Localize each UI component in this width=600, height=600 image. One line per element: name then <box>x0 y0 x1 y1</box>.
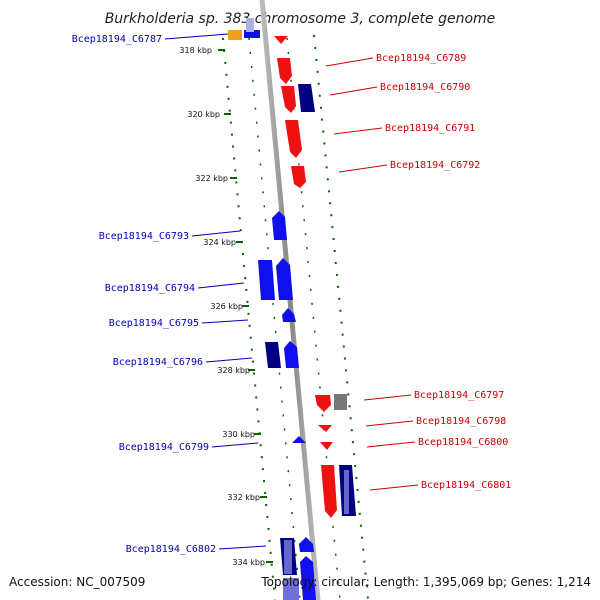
tick-label: 334 kbp <box>232 558 265 567</box>
leader-line <box>369 484 419 491</box>
leader-line <box>366 441 416 448</box>
gene-features <box>228 18 356 600</box>
gene-label[interactable]: Bcep18194_C6802 <box>126 544 216 555</box>
gene-label[interactable]: Bcep18194_C6800 <box>418 437 508 448</box>
right-gene-labels: Bcep18194_C6789 Bcep18194_C6790 Bcep1819… <box>376 53 511 491</box>
tick-label: 322 kbp <box>195 174 228 183</box>
gene-feature-c6793[interactable] <box>272 211 287 240</box>
gene-feature-c6796-a[interactable] <box>265 342 281 368</box>
gene-feature-c6797-a[interactable] <box>315 395 331 412</box>
gene-feature-c6800[interactable] <box>320 442 333 450</box>
outer-right-track-line <box>313 34 369 600</box>
gene-label[interactable]: Bcep18194_C6790 <box>380 82 470 93</box>
map-title: Burkholderia sp. 383 chromosome 3, compl… <box>105 11 496 27</box>
tick-labels: 318 kbp 320 kbp 322 kbp 324 kbp 326 kbp … <box>179 46 265 567</box>
gene-label[interactable]: Bcep18194_C6787 <box>72 34 162 45</box>
gene-label[interactable]: Bcep18194_C6789 <box>376 53 466 64</box>
tick-label: 318 kbp <box>179 46 212 55</box>
leader-line <box>363 394 412 401</box>
leader-line <box>338 164 388 173</box>
gene-label[interactable]: Bcep18194_C6798 <box>416 416 506 427</box>
gene-label[interactable]: Bcep18194_C6797 <box>414 390 504 401</box>
gene-feature-c6795[interactable] <box>282 308 296 322</box>
gene-label[interactable]: Bcep18194_C6796 <box>113 357 203 368</box>
gene-feature-c6801-a[interactable] <box>321 465 337 518</box>
leader-line <box>211 442 259 448</box>
gene-feature-c6792[interactable] <box>291 166 306 188</box>
gene-label[interactable]: Bcep18194_C6799 <box>119 442 209 453</box>
gene-feature-c6791[interactable] <box>285 120 302 158</box>
tick-marks <box>218 49 273 563</box>
gene-label[interactable]: Bcep18194_C6801 <box>421 480 511 491</box>
tick-label: 326 kbp <box>210 302 243 311</box>
tick-label: 330 kbp <box>222 430 255 439</box>
gene-feature-c6794-a[interactable] <box>258 260 275 300</box>
gene-label[interactable]: Bcep18194_C6794 <box>105 283 195 294</box>
gene-feature-c6799[interactable] <box>292 436 306 443</box>
gene-label[interactable]: Bcep18194_C6791 <box>385 123 475 134</box>
gene-feature-c6794-b[interactable] <box>276 258 293 300</box>
tick-label: 328 kbp <box>217 366 250 375</box>
gene-label[interactable]: Bcep18194_C6793 <box>99 231 189 242</box>
outer-left-track-line <box>222 37 276 600</box>
tick-label: 332 kbp <box>227 493 260 502</box>
left-leader-lines <box>164 33 267 550</box>
gene-feature-c6798[interactable] <box>318 425 332 432</box>
leader-line <box>191 230 241 237</box>
gene-label[interactable]: Bcep18194_C6792 <box>390 160 480 171</box>
accession-text: Accession: NC_007509 <box>9 575 145 589</box>
leader-line <box>365 420 414 427</box>
leader-line <box>325 57 374 67</box>
leader-line <box>201 319 249 324</box>
gene-feature-c6789[interactable] <box>277 58 292 84</box>
gene-feature[interactable] <box>244 30 260 38</box>
gene-feature[interactable] <box>300 556 316 600</box>
gene-feature-c6802-b[interactable] <box>299 537 314 552</box>
gene-feature[interactable] <box>228 30 242 40</box>
leader-line <box>197 282 245 289</box>
gene-feature-c6796-b[interactable] <box>284 341 299 368</box>
gene-feature[interactable] <box>283 578 299 600</box>
gene-feature-c6801-c[interactable] <box>344 470 349 514</box>
right-leader-lines <box>325 57 419 491</box>
topology-text: Topology: circular; Length: 1,395,069 bp… <box>260 575 591 589</box>
tick-label: 324 kbp <box>203 238 236 247</box>
gene-feature[interactable] <box>246 18 254 32</box>
gene-feature-c6802-shade <box>284 540 292 574</box>
gene-feature-c6790-a[interactable] <box>281 86 296 113</box>
gene-feature[interactable] <box>274 36 288 44</box>
gene-feature-c6790-b[interactable] <box>298 84 315 112</box>
leader-line <box>218 545 267 550</box>
leader-line <box>333 127 383 135</box>
gene-feature-c6797-b[interactable] <box>334 394 347 410</box>
leader-line <box>205 357 253 363</box>
tick-label: 320 kbp <box>187 110 220 119</box>
leader-line <box>164 33 229 40</box>
left-gene-labels: Bcep18194_C6787 Bcep18194_C6793 Bcep1819… <box>72 34 216 555</box>
leader-line <box>329 86 378 96</box>
gene-label[interactable]: Bcep18194_C6795 <box>109 318 199 329</box>
